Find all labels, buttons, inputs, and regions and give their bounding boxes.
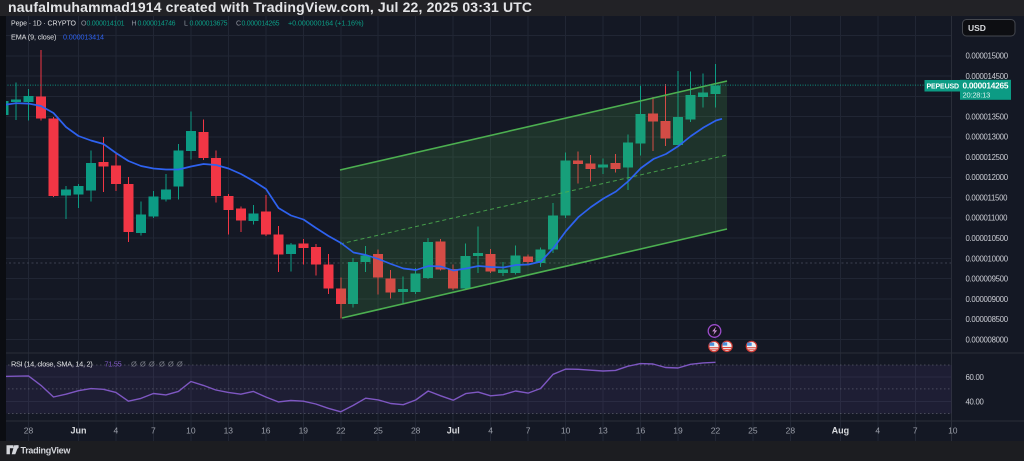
- svg-text:0.000008000: 0.000008000: [966, 335, 1009, 344]
- svg-text:Jun: Jun: [70, 426, 86, 436]
- svg-text:10: 10: [561, 426, 571, 436]
- svg-text:0.000013000: 0.000013000: [966, 133, 1009, 142]
- svg-text:16: 16: [261, 426, 271, 436]
- svg-text:RSI (14, close, SMA, 14, 2)71.: RSI (14, close, SMA, 14, 2) 71.55 Ø Ø Ø Ø Ø Ø: [11, 360, 183, 369]
- svg-text:0.000011500: 0.000011500: [966, 194, 1009, 203]
- svg-text:PEPEUSD: PEPEUSD: [927, 84, 959, 91]
- svg-text:4: 4: [114, 426, 119, 436]
- svg-text:28: 28: [24, 426, 34, 436]
- svg-text:0.000009000: 0.000009000: [966, 295, 1009, 304]
- svg-text:13: 13: [598, 426, 608, 436]
- svg-text:25: 25: [373, 426, 383, 436]
- svg-text:0.000008500: 0.000008500: [966, 315, 1009, 324]
- svg-text:USD: USD: [968, 23, 986, 33]
- svg-text:TradingView: TradingView: [21, 445, 72, 455]
- svg-text:0.000014500: 0.000014500: [966, 72, 1009, 81]
- svg-text:0.000010000: 0.000010000: [966, 254, 1009, 263]
- svg-text:0.000015000: 0.000015000: [966, 52, 1009, 61]
- svg-text:7: 7: [526, 426, 531, 436]
- svg-text:10: 10: [948, 426, 958, 436]
- svg-text:7: 7: [151, 426, 156, 436]
- svg-text:7: 7: [913, 426, 918, 436]
- svg-text:19: 19: [299, 426, 309, 436]
- svg-text:25: 25: [748, 426, 758, 436]
- svg-text:19: 19: [673, 426, 683, 436]
- svg-text:20:28:13: 20:28:13: [963, 90, 991, 99]
- svg-text:0.000010500: 0.000010500: [966, 234, 1009, 243]
- svg-text:22: 22: [711, 426, 721, 436]
- svg-text:13: 13: [224, 426, 234, 436]
- svg-text:60.00: 60.00: [966, 373, 985, 382]
- svg-text:0.000009500: 0.000009500: [966, 275, 1009, 284]
- svg-text:4: 4: [488, 426, 493, 436]
- svg-text:naufalmuhammad1914 created wit: naufalmuhammad1914 created with TradingV…: [8, 0, 532, 15]
- svg-text:22: 22: [336, 426, 346, 436]
- svg-text:28: 28: [786, 426, 796, 436]
- svg-text:0.000013500: 0.000013500: [966, 112, 1009, 121]
- svg-text:0.000012000: 0.000012000: [966, 173, 1009, 182]
- svg-text:Jul: Jul: [447, 426, 460, 436]
- svg-text:Aug: Aug: [832, 426, 850, 436]
- svg-text:0.000014265: 0.000014265: [963, 80, 1009, 90]
- svg-text:EMA (9, close)0.000013414: EMA (9, close) 0.000013414: [11, 33, 104, 42]
- svg-text:16: 16: [636, 426, 646, 436]
- svg-text:4: 4: [875, 426, 880, 436]
- svg-text:10: 10: [186, 426, 196, 436]
- svg-text:0.000011000: 0.000011000: [966, 214, 1009, 223]
- svg-text:0.000012500: 0.000012500: [966, 153, 1009, 162]
- svg-text:28: 28: [411, 426, 421, 436]
- svg-text:40.00: 40.00: [966, 397, 985, 406]
